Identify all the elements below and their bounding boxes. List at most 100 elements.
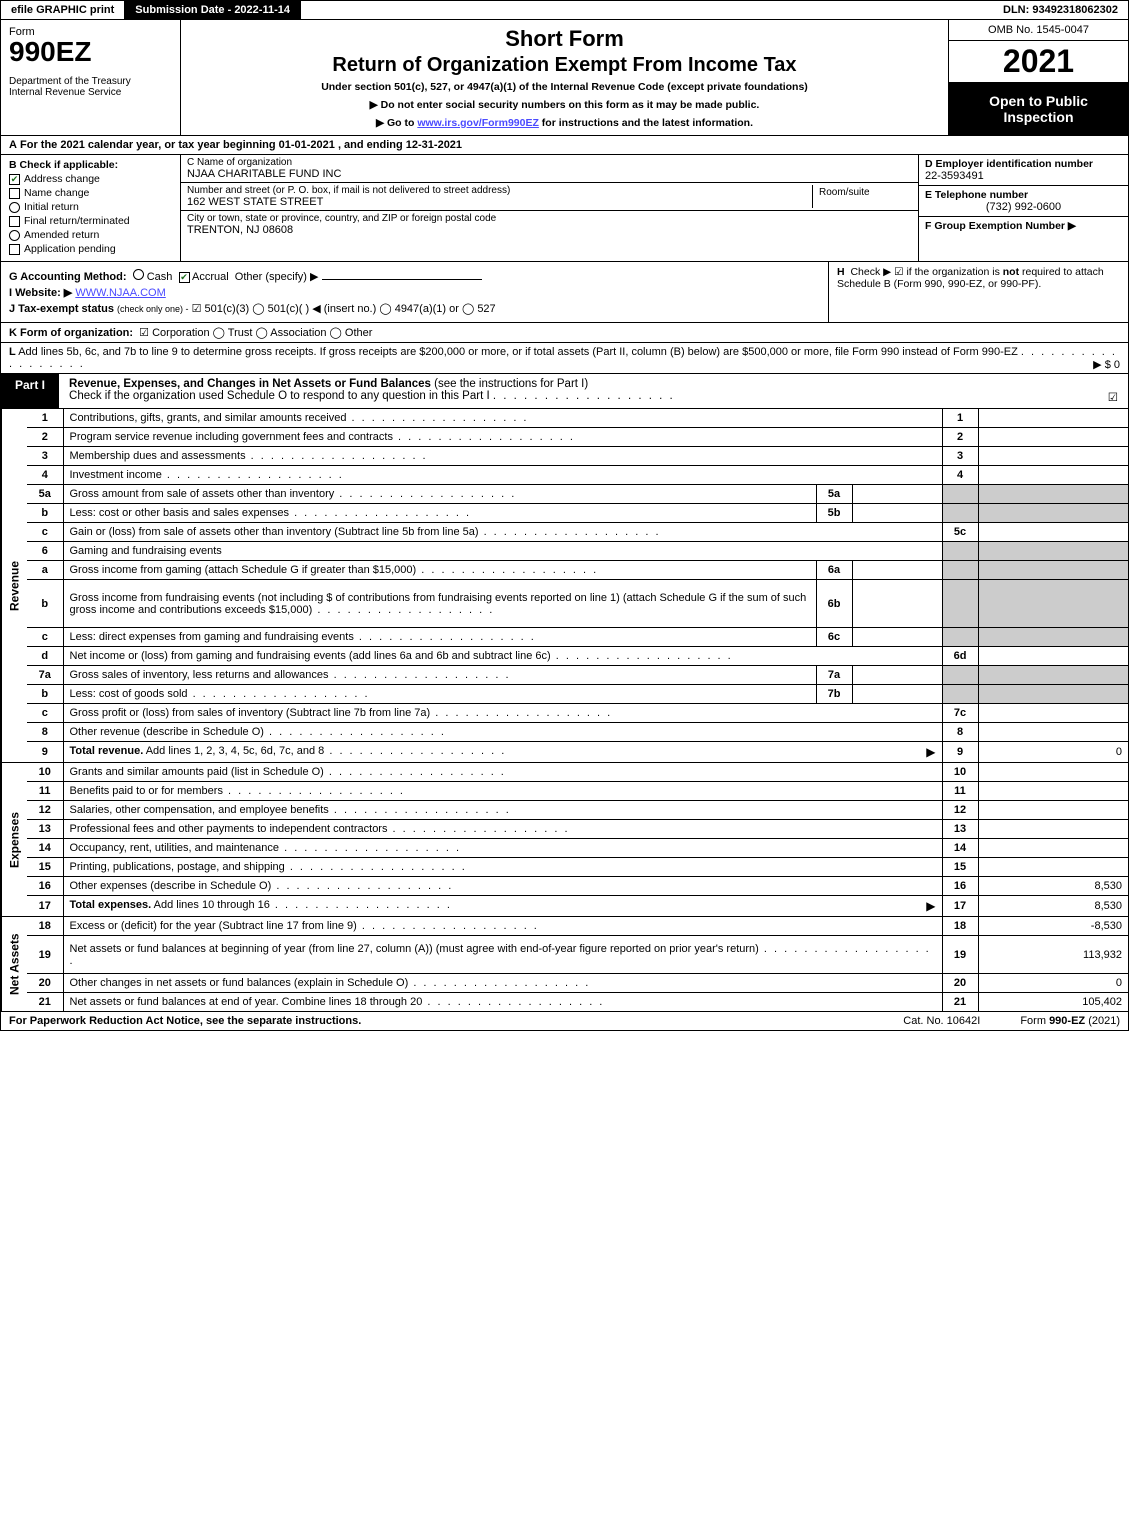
g-other-input[interactable] <box>322 279 482 280</box>
line-number: 9 <box>27 742 63 763</box>
amended-return-label: Amended return <box>24 229 99 241</box>
ein-value: 22-3593491 <box>925 170 1122 182</box>
line-desc-cell: Salaries, other compensation, and employ… <box>63 801 942 820</box>
table-row: 9Total revenue. Add lines 1, 2, 3, 4, 5c… <box>27 742 1128 763</box>
right-line-value <box>978 580 1128 628</box>
sub-line-number: 6c <box>816 628 852 647</box>
table-row: aGross income from gaming (attach Schedu… <box>27 561 1128 580</box>
right-line-value <box>978 628 1128 647</box>
line-desc: Net income or (loss) from gaming and fun… <box>70 650 551 662</box>
dots <box>387 823 569 835</box>
right-line-value <box>978 485 1128 504</box>
line-desc: Less: direct expenses from gaming and fu… <box>70 631 354 643</box>
right-line-number: 8 <box>942 723 978 742</box>
vlabel-revenue: Revenue <box>1 409 27 762</box>
name-change-checkbox[interactable] <box>9 188 20 199</box>
sub-line-number: 6b <box>816 580 852 628</box>
right-line-value: -8,530 <box>978 917 1128 936</box>
line-number: 12 <box>27 801 63 820</box>
part-1-check-mark: ☑ <box>1108 390 1118 404</box>
line-desc: Less: cost of goods sold <box>70 688 188 700</box>
right-line-value <box>978 561 1128 580</box>
right-line-number: 12 <box>942 801 978 820</box>
city-value: TRENTON, NJ 08608 <box>187 224 912 236</box>
line-desc-cell: Occupancy, rent, utilities, and maintena… <box>63 839 942 858</box>
checkbox-line-4: Amended return <box>9 229 172 241</box>
right-line-value <box>978 685 1128 704</box>
ein-label: D Employer identification number <box>925 158 1093 170</box>
cash-radio[interactable] <box>133 269 144 280</box>
initial-return-checkbox[interactable] <box>9 202 20 213</box>
header-center: Short Form Return of Organization Exempt… <box>181 20 948 135</box>
right-line-value <box>978 504 1128 523</box>
table-row: 11Benefits paid to or for members11 <box>27 782 1128 801</box>
topbar-spacer <box>301 1 993 19</box>
line-number: 5a <box>27 485 63 504</box>
application-pending-checkbox[interactable] <box>9 244 20 255</box>
line-number: b <box>27 504 63 523</box>
section-bcdef: B Check if applicable: ✔Address changeNa… <box>0 155 1129 262</box>
line-number: a <box>27 561 63 580</box>
line-number: 1 <box>27 409 63 428</box>
subtitle: Under section 501(c), 527, or 4947(a)(1)… <box>191 81 938 93</box>
city-label: City or town, state or province, country… <box>187 213 912 224</box>
line-number: 2 <box>27 428 63 447</box>
submission-date: Submission Date - 2022-11-14 <box>125 1 301 19</box>
dots <box>479 526 661 538</box>
efile-label[interactable]: efile GRAPHIC print <box>1 1 125 19</box>
dots <box>285 861 467 873</box>
checkbox-line-0: ✔Address change <box>9 173 172 185</box>
right-line-value <box>978 820 1128 839</box>
line-desc: Investment income <box>70 469 162 481</box>
arrow-icon: ▶ <box>926 745 935 759</box>
addr-label: Number and street (or P. O. box, if mail… <box>187 185 812 196</box>
line-number: 14 <box>27 839 63 858</box>
line-desc-cell: Gross profit or (loss) from sales of inv… <box>63 704 942 723</box>
line-number: c <box>27 523 63 542</box>
line-desc-cell: Other revenue (describe in Schedule O) <box>63 723 942 742</box>
table-row: 18Excess or (deficit) for the year (Subt… <box>27 917 1128 936</box>
right-line-number: 19 <box>942 936 978 974</box>
right-line-value: 8,530 <box>978 896 1128 917</box>
line-desc-cell: Contributions, gifts, grants, and simila… <box>63 409 942 428</box>
line-desc: Gross amount from sale of assets other t… <box>70 488 335 500</box>
part-1-label: Part I <box>1 374 59 408</box>
line-table-1: 10Grants and similar amounts paid (list … <box>27 763 1128 916</box>
dots <box>312 604 494 616</box>
right-line-value <box>978 704 1128 723</box>
right-line-value <box>978 647 1128 666</box>
row-a-tax-year: A For the 2021 calendar year, or tax yea… <box>0 136 1129 155</box>
final-return-terminated-label: Final return/terminated <box>24 215 130 227</box>
right-line-number <box>942 561 978 580</box>
irs-link[interactable]: www.irs.gov/Form990EZ <box>417 117 539 129</box>
part-1-dots <box>493 390 675 402</box>
line-desc-cell: Net income or (loss) from gaming and fun… <box>63 647 942 666</box>
line-number: 4 <box>27 466 63 485</box>
h-label: H <box>837 266 845 278</box>
line-desc: Occupancy, rent, utilities, and maintena… <box>70 842 280 854</box>
accrual-checkbox[interactable]: ✔ <box>179 272 190 283</box>
line-desc-cell: Excess or (deficit) for the year (Subtra… <box>63 917 942 936</box>
final-return-terminated-checkbox[interactable] <box>9 216 20 227</box>
table-row: cGross profit or (loss) from sales of in… <box>27 704 1128 723</box>
line-desc: Other revenue (describe in Schedule O) <box>70 726 264 738</box>
address-change-checkbox[interactable]: ✔ <box>9 174 20 185</box>
addr-value: 162 WEST STATE STREET <box>187 196 812 208</box>
part-1-title-text: Revenue, Expenses, and Changes in Net As… <box>69 378 431 390</box>
right-line-value: 0 <box>978 742 1128 763</box>
line-desc-cell: Total revenue. Add lines 1, 2, 3, 4, 5c,… <box>63 742 942 763</box>
tax-year: 2021 <box>949 41 1128 83</box>
col-b-label: B <box>9 159 17 171</box>
right-line-value <box>978 447 1128 466</box>
h-not: not <box>1003 266 1019 278</box>
line-desc-cell: Printing, publications, postage, and shi… <box>63 858 942 877</box>
line-number: 19 <box>27 936 63 974</box>
table-row: 7aGross sales of inventory, less returns… <box>27 666 1128 685</box>
g-label: G Accounting Method: <box>9 271 127 283</box>
l-amount-label: ▶ $ <box>1093 359 1111 371</box>
website-link[interactable]: WWW.NJAA.COM <box>75 287 165 299</box>
line-number: 11 <box>27 782 63 801</box>
table-row: dNet income or (loss) from gaming and fu… <box>27 647 1128 666</box>
line-desc: Gross profit or (loss) from sales of inv… <box>70 707 431 719</box>
amended-return-checkbox[interactable] <box>9 230 20 241</box>
